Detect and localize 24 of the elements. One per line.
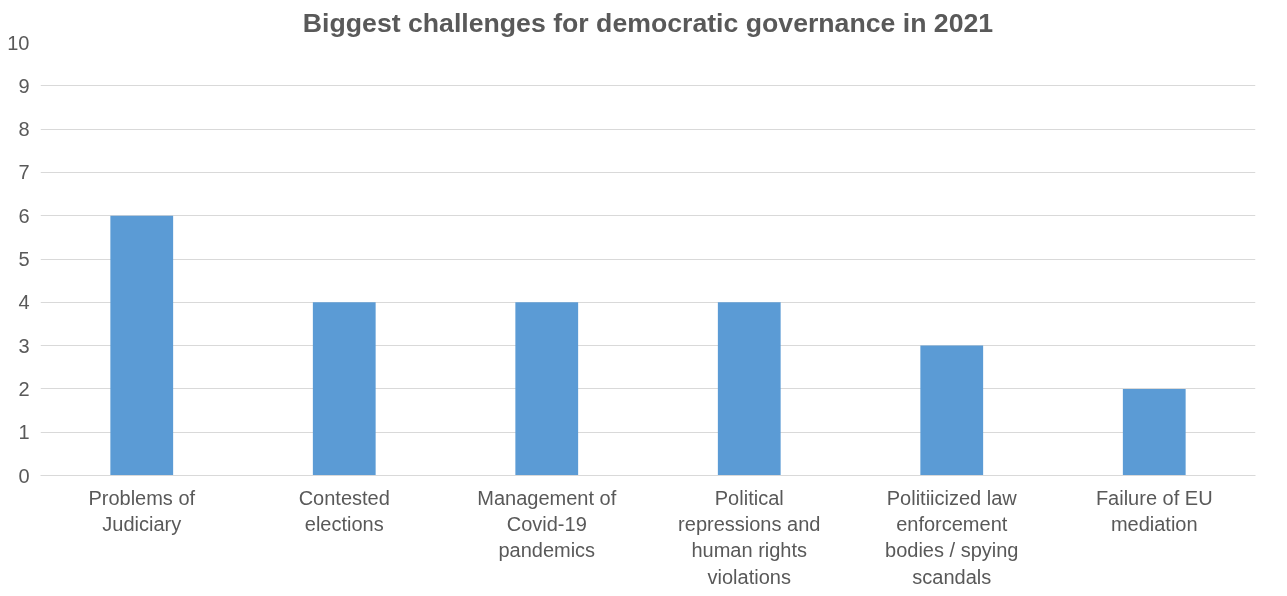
y-tick-label: 6	[18, 204, 30, 227]
bar	[920, 345, 984, 476]
x-tick-label: Problems of Judiciary	[88, 486, 196, 535]
y-tick-label: 4	[18, 291, 30, 314]
bar	[110, 215, 174, 476]
bar	[515, 302, 579, 476]
y-tick-label: 7	[18, 161, 30, 184]
bar	[717, 302, 781, 476]
y-tick-label: 3	[18, 334, 30, 357]
y-tick-label: 5	[18, 248, 30, 270]
chart-title: Biggest challenges for democratic governance in 2021	[302, 7, 994, 38]
x-tick-label: Political repressions and human rights violations	[678, 486, 821, 588]
y-tick-label: 0	[18, 464, 30, 487]
y-tick-label: 9	[18, 74, 30, 97]
bar	[1122, 388, 1186, 476]
y-tick-label: 8	[18, 118, 30, 141]
x-tick-label: Contested elections	[298, 486, 390, 535]
y-tick-label: 10	[7, 31, 30, 54]
y-tick-label: 1	[18, 421, 30, 444]
y-tick-label: 2	[18, 377, 30, 400]
x-tick-label: Failure of EU mediation	[1095, 486, 1213, 535]
x-tick-label: Politiicized law enforcement bodies / spying scandals	[885, 486, 1019, 588]
x-tick-label: Management of Covid-19 pandemics	[477, 486, 617, 562]
bar	[312, 302, 376, 476]
